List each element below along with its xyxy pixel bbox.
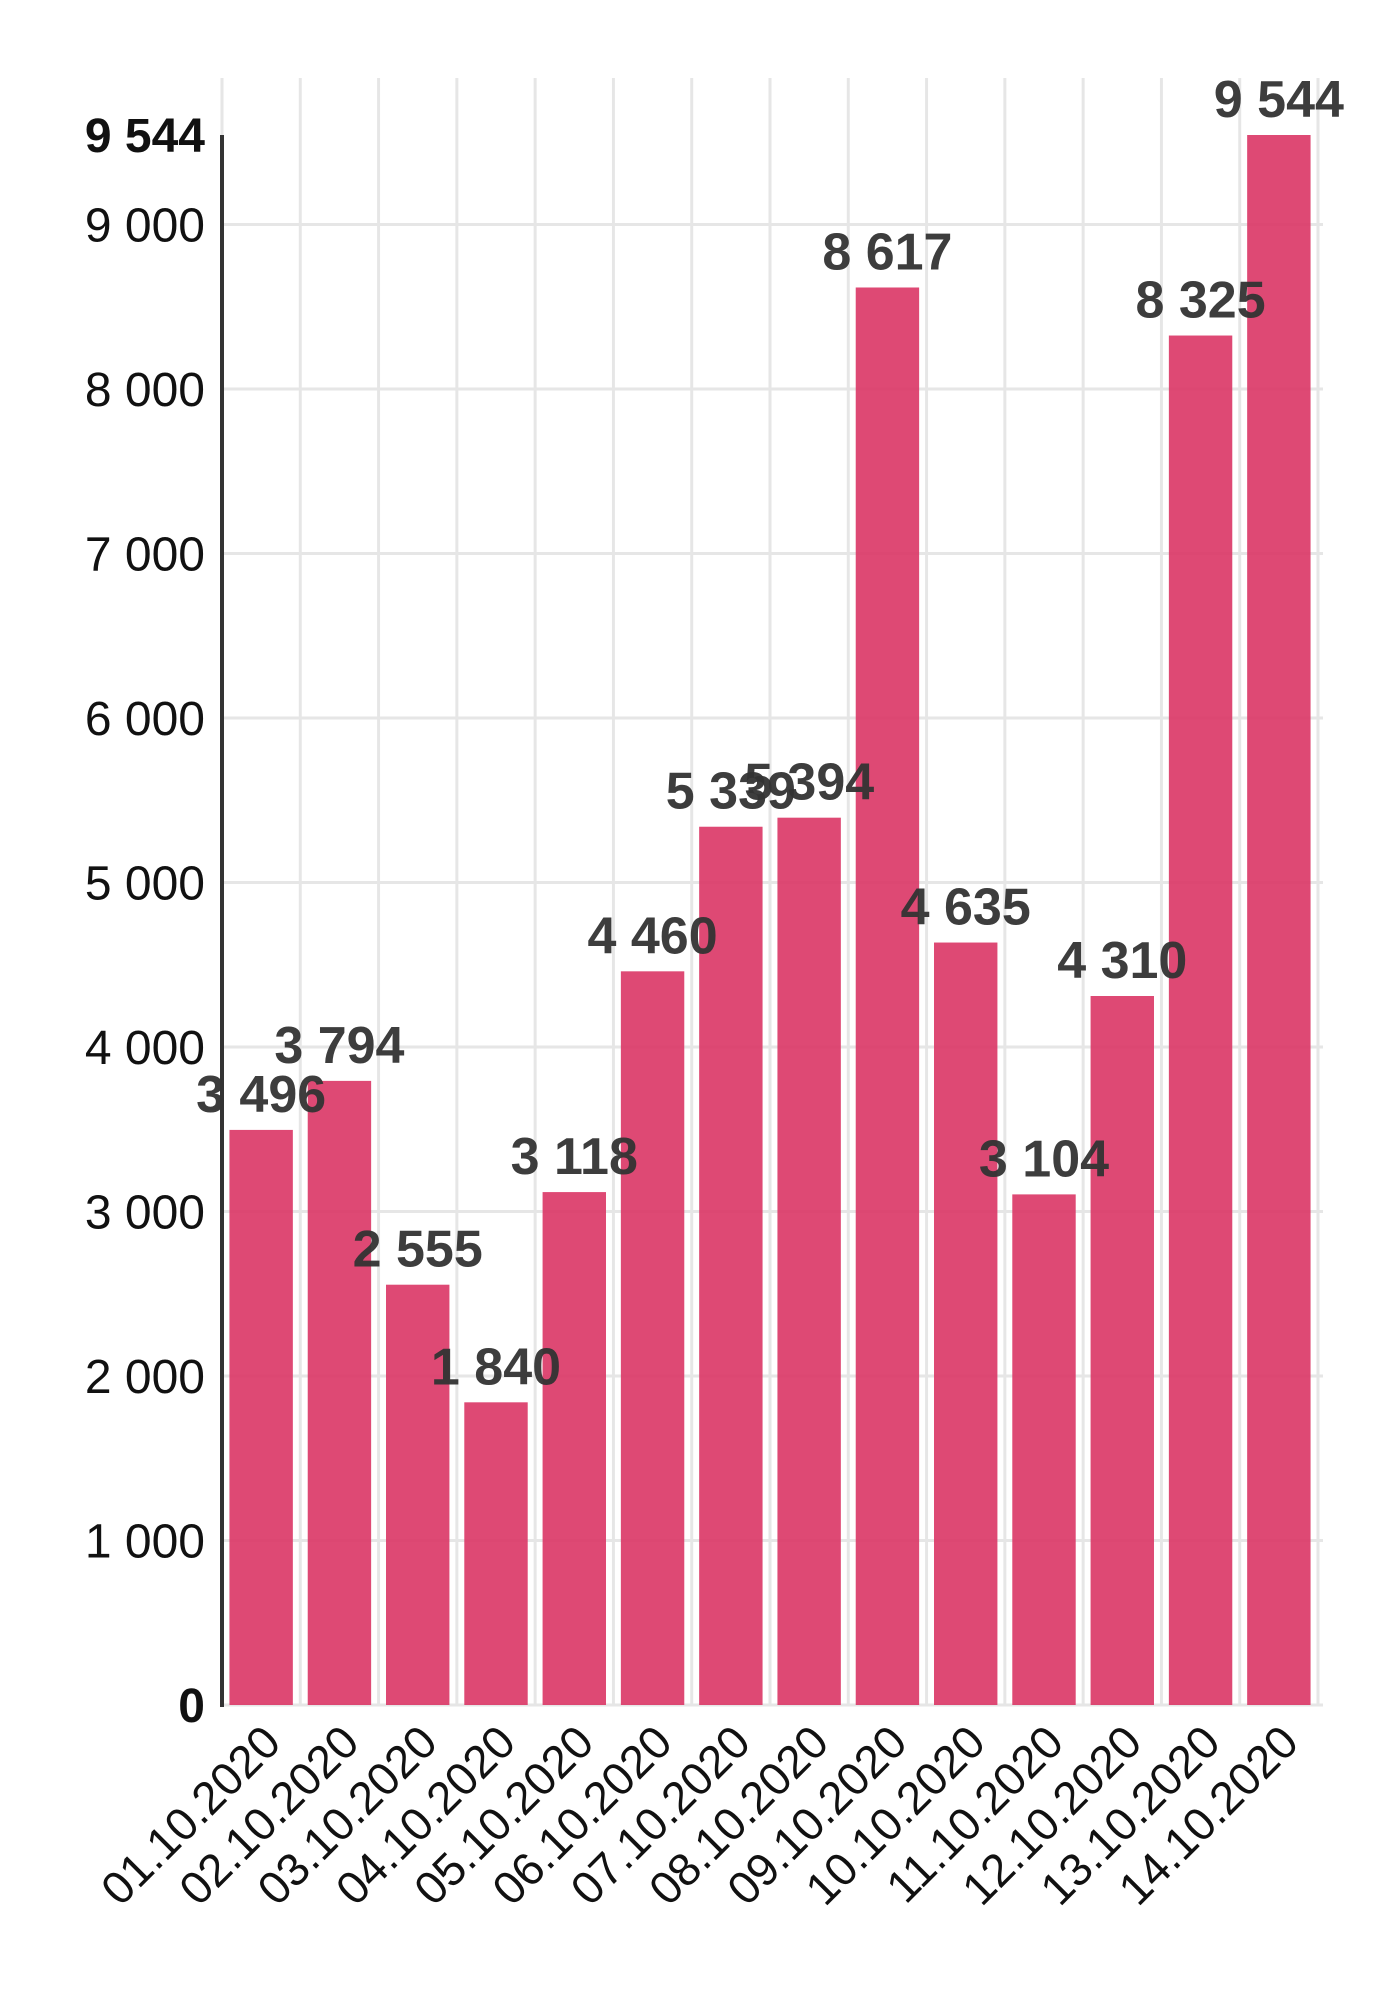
data-label: 2 555 bbox=[353, 1221, 483, 1279]
data-label: 3 496 bbox=[196, 1066, 326, 1124]
bar bbox=[620, 971, 685, 1705]
data-label: 3 104 bbox=[979, 1130, 1109, 1188]
data-label: 5 394 bbox=[744, 754, 874, 812]
bar bbox=[1168, 335, 1233, 1705]
data-label: 1 840 bbox=[431, 1338, 561, 1396]
y-tick-label: 1 000 bbox=[85, 1515, 205, 1568]
y-tick-label: 0 bbox=[178, 1680, 205, 1733]
bar bbox=[855, 287, 920, 1705]
data-label: 4 635 bbox=[901, 879, 1031, 937]
y-tick-label: 9 544 bbox=[85, 110, 205, 163]
y-tick-label: 8 000 bbox=[85, 364, 205, 417]
y-tick-label: 6 000 bbox=[85, 693, 205, 746]
bar bbox=[1090, 995, 1154, 1705]
data-label: 9 544 bbox=[1214, 71, 1344, 129]
y-tick-label: 5 000 bbox=[85, 857, 205, 910]
bar bbox=[1247, 135, 1311, 1705]
data-label: 3 118 bbox=[511, 1128, 638, 1186]
x-axis-ticks: 01.10.202002.10.202003.10.202004.10.2020… bbox=[91, 1715, 1308, 1915]
data-label: 4 310 bbox=[1057, 932, 1187, 990]
bar bbox=[229, 1129, 293, 1705]
bar bbox=[699, 826, 763, 1705]
y-tick-label: 2 000 bbox=[85, 1351, 205, 1404]
y-tick-label: 3 000 bbox=[85, 1186, 205, 1239]
y-tick-label: 7 000 bbox=[85, 528, 205, 581]
y-tick-label: 4 000 bbox=[85, 1022, 205, 1075]
bar bbox=[934, 942, 998, 1705]
grid-layer bbox=[220, 78, 1323, 1707]
bars-layer bbox=[229, 135, 1311, 1705]
bar bbox=[464, 1402, 528, 1705]
bar bbox=[386, 1284, 450, 1705]
y-tick-label: 9 000 bbox=[85, 199, 205, 252]
bar bbox=[307, 1080, 372, 1705]
data-label: 5 339 bbox=[666, 763, 796, 821]
bar bbox=[777, 817, 841, 1705]
y-axis-ticks: 0 1 000 2 000 3 000 4 000 5 000 6 000 7 000 8 00… bbox=[85, 110, 205, 1733]
bar bbox=[542, 1192, 606, 1705]
data-label: 8 617 bbox=[822, 223, 952, 281]
data-label: 4 460 bbox=[588, 907, 718, 965]
data-label: 8 325 bbox=[1136, 272, 1266, 330]
bar bbox=[1012, 1194, 1076, 1705]
data-label: 3 794 bbox=[274, 1017, 404, 1075]
